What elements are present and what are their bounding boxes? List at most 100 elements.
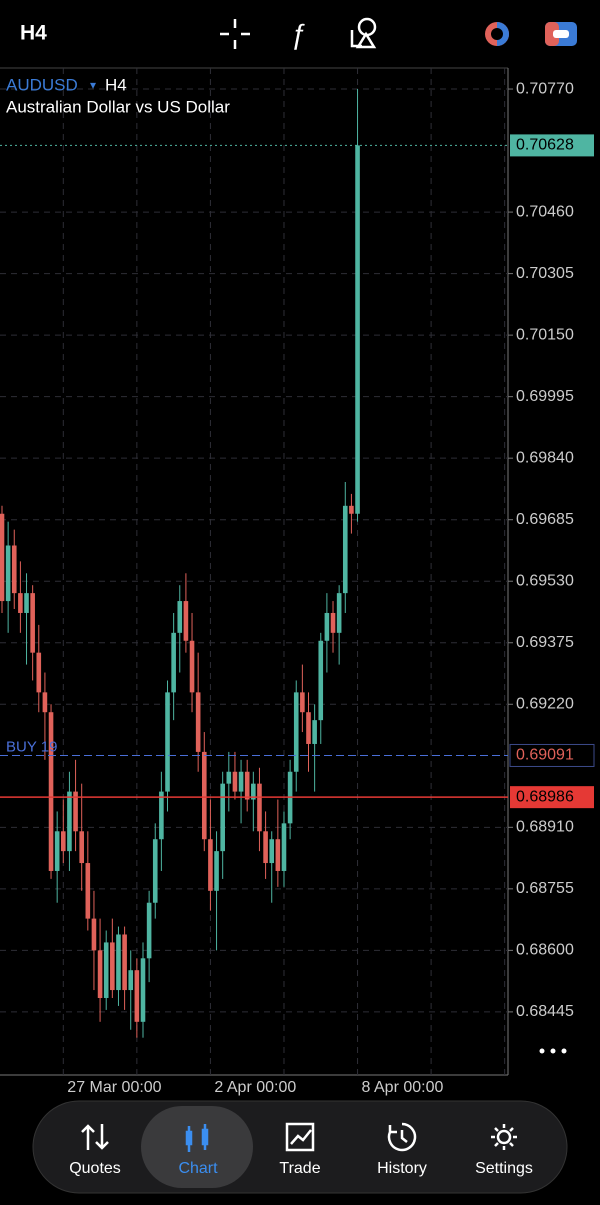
- symbol-dropdown[interactable]: ▾: [90, 78, 96, 92]
- nav-item[interactable]: Trade: [279, 1122, 321, 1177]
- order-label[interactable]: BUY 19: [6, 738, 57, 755]
- candle-body: [18, 593, 23, 613]
- candle-body: [324, 612, 330, 641]
- candle-body: [85, 863, 91, 919]
- candle-body: [306, 712, 311, 744]
- candle-body: [11, 545, 17, 594]
- candle-body: [171, 632, 176, 693]
- candle-body: [336, 593, 342, 633]
- icon-shape: [387, 1122, 417, 1152]
- price-box: [510, 786, 594, 809]
- candle-body: [244, 771, 250, 800]
- candle-body: [183, 601, 189, 641]
- candle-body: [349, 505, 354, 514]
- candle-body: [110, 942, 115, 991]
- candle-body: [140, 958, 146, 1022]
- candle-body: [275, 839, 281, 871]
- candle-body: [201, 751, 207, 840]
- symbol[interactable]: AUDUSD: [6, 75, 78, 94]
- plot: BUY 19 0.70628 0.69091 0.68986: [0, 89, 595, 1038]
- candle-body: [251, 783, 256, 800]
- x-tick-label: 8 Apr 00:00: [362, 1079, 444, 1096]
- candle-body: [61, 831, 66, 852]
- candle-body: [48, 712, 54, 871]
- candle-body: [226, 771, 232, 784]
- y-tick-label: 0.68910: [516, 819, 574, 836]
- nav-label: Quotes: [69, 1160, 121, 1177]
- candle-body: [257, 783, 262, 832]
- candle-body: [312, 720, 317, 744]
- candle-body: [24, 593, 29, 613]
- nav-item[interactable]: History: [377, 1122, 427, 1177]
- candle-body: [300, 692, 305, 713]
- candle-body: [232, 771, 238, 792]
- x-tick-label: 27 Mar 00:00: [67, 1079, 161, 1096]
- candle-body: [73, 791, 78, 832]
- timeframe-button[interactable]: H4: [20, 22, 47, 45]
- nav-icon: [81, 1124, 109, 1150]
- nav-item[interactable]: Quotes: [69, 1124, 121, 1177]
- candle-body: [79, 831, 84, 864]
- account-icon[interactable]: [485, 22, 509, 46]
- candle-body: [122, 934, 127, 991]
- y-tick-label: 0.70460: [516, 203, 574, 220]
- trade-icon[interactable]: [545, 22, 577, 46]
- candle-body: [67, 791, 72, 852]
- candle-body: [146, 902, 152, 959]
- candle-body: [103, 942, 109, 998]
- nav-icon: [387, 1122, 417, 1152]
- candle-body: [238, 771, 244, 792]
- crosshair-icon[interactable]: [220, 19, 250, 49]
- nav-icon: [285, 1122, 315, 1152]
- indicators-icon[interactable]: ƒ: [290, 18, 306, 49]
- candle-body: [116, 934, 121, 991]
- nav-item[interactable]: Settings: [475, 1124, 533, 1177]
- y-tick-label: 0.69220: [516, 695, 574, 712]
- nav-active: [141, 1106, 253, 1188]
- candle-body: [5, 545, 11, 602]
- icon-shape: [285, 1122, 315, 1152]
- nav-bar: [32, 1100, 568, 1194]
- candle-body: [269, 839, 275, 864]
- nav: Quotes Chart Trade History Settings: [69, 1122, 533, 1177]
- more-icon[interactable]: [539, 1048, 567, 1054]
- nav-label: Chart: [178, 1160, 218, 1177]
- y-tick-label: 0.69530: [516, 572, 574, 589]
- nav-icon: [491, 1124, 517, 1150]
- candle-body: [318, 640, 324, 721]
- candle-body: [0, 513, 5, 602]
- price-label: 0.70628: [516, 137, 574, 154]
- y-tick-label: 0.70770: [516, 80, 574, 97]
- price-box: [509, 743, 595, 767]
- candle-body: [54, 831, 60, 871]
- candle-body: [281, 823, 287, 871]
- candle-body: [97, 950, 103, 998]
- candle-body: [177, 601, 183, 633]
- nav-label: Settings: [475, 1160, 533, 1177]
- candle-body: [128, 970, 134, 991]
- y-tick-label: 0.68600: [516, 942, 574, 959]
- y-tick-label: 0.69995: [516, 388, 574, 405]
- candle-body: [91, 918, 97, 951]
- nav-label: Trade: [279, 1160, 320, 1177]
- nav-item[interactable]: Chart: [178, 1124, 218, 1177]
- chart-timeframe: H4: [105, 75, 127, 94]
- price-label: 0.68986: [516, 788, 574, 805]
- y-tick-label: 0.68755: [516, 880, 574, 897]
- candle-body: [195, 692, 201, 752]
- candle-body: [152, 839, 158, 903]
- y-tick-label: 0.69375: [516, 634, 574, 651]
- candle-body: [30, 593, 35, 653]
- icon-shape: [491, 1124, 517, 1150]
- objects-icon[interactable]: [350, 17, 377, 49]
- candle-body: [165, 692, 170, 792]
- candle-body: [355, 145, 360, 514]
- description: Australian Dollar vs US Dollar: [6, 97, 230, 116]
- y-tick-label: 0.70150: [516, 326, 574, 343]
- candle-body: [214, 851, 219, 891]
- y-tick-label: 0.69685: [516, 511, 574, 528]
- nav-icon: [185, 1124, 209, 1152]
- x-tick-label: 2 Apr 00:00: [214, 1079, 296, 1096]
